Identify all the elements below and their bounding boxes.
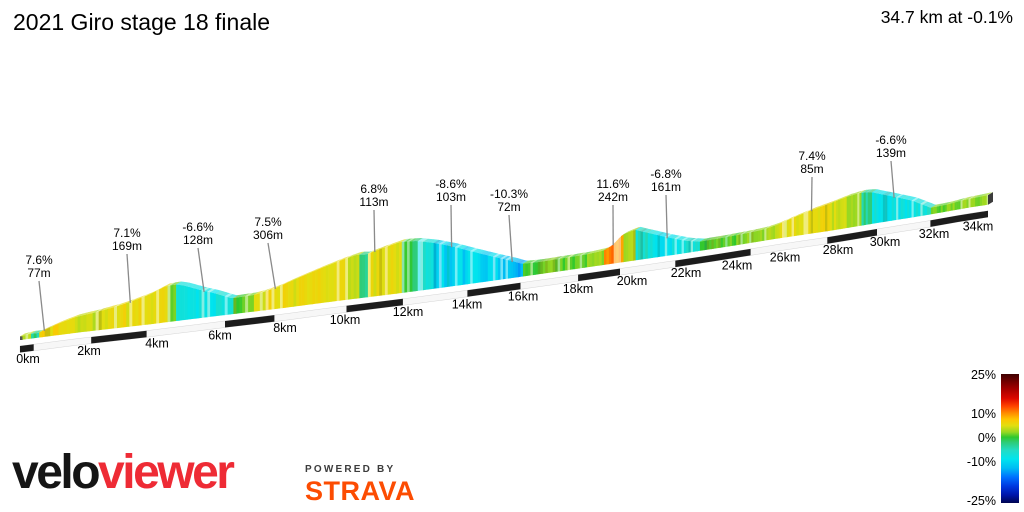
distance-tick: 34km [963,219,994,233]
strava-attribution: POWERED BY STRAVA [305,464,415,507]
base-marker-segment [346,298,403,313]
distance-tick: 16km [508,290,539,304]
distance-tick: 20km [617,274,648,288]
base-marker-segment [91,330,147,344]
distance-tick: 6km [208,329,232,343]
annotation-gradient: 7.1% [113,226,141,240]
legend-label: 25% [971,368,996,382]
veloviewer-logo: veloviewer [12,446,235,499]
annotation-gradient: 7.4% [798,149,826,163]
distance-tick: 10km [330,313,361,327]
annotation-elevation: 169m [112,239,142,253]
annotation-pointer [197,247,205,292]
annotation-gradient: 7.6% [25,253,53,267]
annotation-gradient: 6.8% [360,182,388,196]
annotation-elevation: 72m [497,200,520,214]
strava-logo: STRAVA [305,476,415,506]
base-marker-segment [930,210,988,227]
annotation-elevation: 306m [253,228,283,242]
legend-gradient-bar [1001,374,1019,503]
legend-label: -25% [967,494,996,508]
annotation-pointer [373,209,376,253]
annotation-elevation: 103m [436,190,466,204]
legend-label: 0% [978,431,996,445]
distance-tick: 28km [823,243,854,257]
page-title: 2021 Giro stage 18 finale [13,9,270,35]
annotation-pointer [665,194,668,239]
base-marker-segment [578,268,620,282]
logo-velo-text: velo [12,446,101,499]
annotation-elevation: 77m [27,266,50,280]
annotation-gradient: -6.6% [875,133,907,147]
powered-by-label: POWERED BY [305,464,396,475]
distance-tick: 22km [671,266,702,280]
distance-tick: 4km [145,336,169,350]
distance-tick: 24km [722,258,753,272]
annotation-pointer [810,176,813,212]
annotation-pointer [450,204,453,248]
annotation-elevation: 85m [800,162,823,176]
annotation-gradient: 7.5% [254,215,282,229]
annotation-pointer [890,160,895,198]
annotation-elevation: 128m [183,233,213,247]
legend-label: -10% [967,455,996,469]
legend-label: 10% [971,407,996,421]
annotation-gradient: 11.6% [596,177,629,191]
base-marker-segment [20,344,34,353]
distance-tick: 0km [16,352,40,366]
distance-tick: 2km [77,344,101,358]
base-marker-segment [675,248,751,268]
base-platform [19,211,984,353]
base-marker-segment [225,315,275,328]
profile-start-cap [20,336,23,340]
annotation-gradient: -6.6% [182,220,214,234]
annotation-elevation: 161m [651,180,681,194]
base-marker-segment [467,282,521,297]
annotation-elevation: 113m [359,195,388,209]
distance-tick: 32km [919,227,950,241]
annotation-gradient: -8.6% [435,177,467,191]
distance-tick: 26km [770,251,801,265]
distance-tick: 8km [273,321,297,335]
annotation-pointer [38,280,46,331]
profile-end-cap [988,192,993,205]
distance-tick: 30km [870,235,901,249]
annotation-elevation: 139m [876,146,906,160]
annotation-pointer [267,242,277,290]
annotation-pointer [126,253,131,303]
annotation-gradient: -6.8% [650,167,682,181]
annotation-gradient: -10.3% [490,187,528,201]
base-marker-segment [827,229,877,244]
distance-tick: 18km [563,282,594,296]
chart-graphics: 0km 2km 4km 6km 8km 10km 12km 14km 16km 18km 20km 2… [16,133,1019,508]
annotation-elevation: 242m [598,190,628,204]
distance-tick: 14km [452,297,483,311]
distance-tick: 12km [393,305,424,319]
logo-viewer-text: viewer [98,446,235,499]
stage-summary: 34.7 km at -0.1% [881,7,1013,27]
annotation-pointer [508,214,513,263]
